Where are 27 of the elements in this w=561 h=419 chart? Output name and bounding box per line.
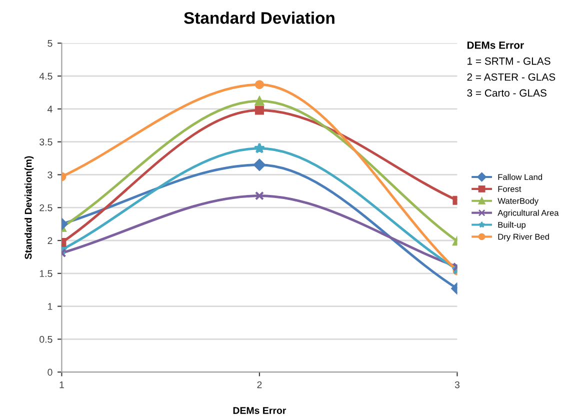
- y-tick-label: 3: [48, 171, 52, 178]
- y-tick-label: 1: [48, 303, 52, 310]
- x-tick-label: 1: [60, 381, 64, 388]
- y-tick-label: 2.5: [40, 204, 52, 212]
- text: DEMs Error: [467, 42, 524, 49]
- y-tick-label: 2: [48, 237, 52, 244]
- legend-label: Agricultural Area: [498, 210, 559, 218]
- y-tick-label: 0.5: [40, 336, 52, 343]
- x-tick-label: 2: [257, 381, 262, 388]
- y-tick-label: 4: [48, 106, 52, 112]
- y-tick-label: 4.5: [39, 72, 52, 80]
- legend-label: WaterBody: [498, 198, 539, 206]
- x-axis-title: DEMs Error: [233, 407, 286, 414]
- y-axis-title: Standard Deviation(m): [24, 156, 34, 260]
- chart-title: Standard Deviation: [184, 12, 334, 24]
- y-tick-label: 1.5: [40, 270, 52, 278]
- y-tick-label: 0: [48, 368, 52, 376]
- y-tick-label: 3.5: [40, 138, 52, 146]
- text: 1 = SRTM - GLAS: [468, 57, 550, 65]
- legend-label: Dry River Bed: [498, 234, 549, 242]
- text: 3 = Carto - GLAS: [467, 89, 546, 97]
- legend-label: Built-up: [498, 222, 526, 230]
- x-tick-label: 3: [454, 381, 460, 388]
- text: 2 = ASTER - GLAS: [467, 73, 556, 81]
- legend-label: Forest: [498, 186, 522, 192]
- legend-label: Fallow Land: [498, 174, 542, 180]
- y-tick-label: 5: [48, 40, 52, 47]
